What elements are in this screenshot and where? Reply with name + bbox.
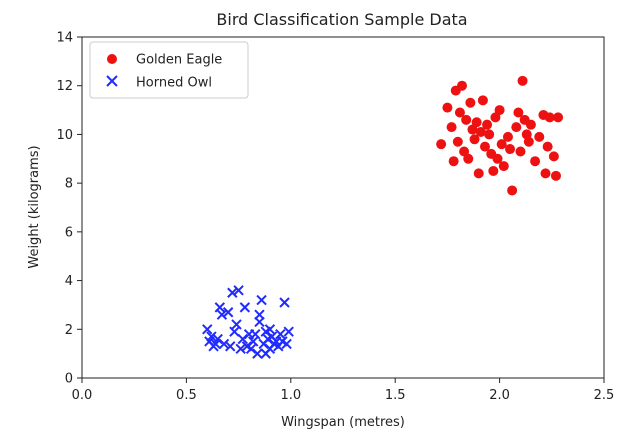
golden-eagle-point	[465, 97, 476, 108]
horned-owl-point	[283, 326, 294, 337]
y-tick-label: 2	[65, 323, 73, 338]
golden-eagle-point	[488, 165, 499, 176]
horned-owl-point	[281, 338, 292, 350]
horned-owl-point	[231, 319, 242, 330]
horned-owl-point	[275, 328, 286, 340]
y-tick-label: 12	[56, 79, 73, 94]
horned-owl-point	[202, 324, 213, 335]
golden-eagle-point	[477, 95, 488, 106]
golden-eagle-point	[507, 185, 518, 196]
golden-eagle-point	[454, 107, 465, 118]
golden-eagle-point	[492, 153, 503, 164]
y-tick-label: 14	[56, 31, 73, 46]
x-tick-label: 2.5	[594, 388, 615, 403]
horned-owl-point	[233, 285, 244, 296]
golden-eagle-point	[459, 146, 470, 157]
golden-eagle-point	[471, 117, 482, 128]
x-tick-label: 1.5	[385, 388, 406, 403]
x-axis-ticks: 0.0 0.5 1.0 1.5 2.0 2.5	[72, 378, 615, 403]
golden-eagle-point	[544, 112, 555, 123]
legend-box	[89, 41, 249, 99]
golden-eagle-point	[461, 114, 472, 125]
horned-owl-point	[229, 326, 240, 337]
golden-eagle-point	[511, 122, 522, 133]
golden-eagle-point	[479, 141, 490, 152]
golden-eagle-point	[498, 161, 509, 172]
golden-eagle-point	[502, 131, 513, 142]
horned-owl-point	[235, 343, 246, 354]
legend-golden-eagle-marker	[107, 54, 117, 64]
golden-eagle-point	[548, 151, 559, 162]
y-tick-label: 10	[56, 128, 73, 143]
x-axis-label: Wingspan (metres)	[281, 415, 405, 430]
horned-owl-point	[252, 348, 263, 359]
golden-eagle-point	[534, 131, 545, 142]
y-tick-label: 6	[65, 225, 73, 240]
golden-eagle-point	[482, 119, 493, 130]
golden-eagle-point	[494, 105, 505, 116]
horned-owl-point	[248, 336, 259, 347]
legend-golden-eagle-label: Golden Eagle	[136, 53, 222, 68]
horned-owl-point	[264, 324, 276, 335]
golden-eagle-point	[525, 119, 536, 130]
golden-eagle-point	[452, 136, 463, 147]
y-tick-label: 4	[65, 274, 73, 289]
golden-eagle-point	[469, 134, 480, 145]
horned-owl-point	[216, 309, 228, 320]
y-axis-ticks: 0 2 4 6 8 10 12 14	[56, 31, 82, 387]
horned-owl-point	[256, 294, 267, 306]
golden-eagle-point	[484, 129, 495, 140]
x-tick-label: 1.0	[280, 388, 301, 403]
horned-owl-point	[214, 302, 226, 313]
legend-horned-owl-marker	[106, 75, 118, 87]
golden-eagle-point	[553, 112, 564, 123]
golden-eagle-point	[542, 141, 553, 152]
plot-frame	[81, 36, 605, 379]
horned-owl-point	[218, 338, 230, 350]
golden-eagle-point	[463, 153, 474, 164]
plot-markers	[202, 75, 564, 359]
legend-horned-owl-label: Horned Owl	[136, 76, 212, 91]
golden-eagle-point	[530, 156, 541, 167]
chart-title: Bird Classification Sample Data	[216, 10, 467, 29]
y-tick-label: 0	[65, 372, 73, 387]
golden-eagle-point	[496, 139, 507, 150]
golden-eagle-point	[517, 75, 528, 86]
golden-eagle-point	[442, 102, 453, 113]
golden-eagle-point	[540, 168, 551, 179]
golden-eagle-point	[515, 146, 526, 157]
golden-eagle-point	[457, 80, 468, 91]
golden-eagle-point	[446, 122, 457, 133]
x-tick-label: 0.5	[176, 388, 197, 403]
horned-owl-point	[206, 331, 217, 342]
golden-eagle-point	[550, 170, 561, 181]
golden-eagle-point	[448, 156, 459, 167]
golden-eagle-point	[467, 124, 478, 135]
golden-eagle-point	[436, 139, 447, 150]
y-tick-label: 8	[65, 177, 73, 192]
y-axis-label: Weight (kilograms)	[27, 145, 42, 268]
horned-owl-point	[222, 307, 234, 318]
golden-eagle-point	[490, 112, 501, 123]
horned-owl-point	[260, 348, 271, 359]
horned-owl-point	[250, 328, 261, 340]
horned-owl-point	[225, 341, 236, 352]
x-tick-label: 0.0	[72, 388, 93, 403]
golden-eagle-point	[473, 168, 484, 179]
horned-owl-point	[279, 297, 290, 308]
legend: Golden Eagle Horned Owl	[89, 41, 249, 99]
horned-owl-point	[254, 316, 265, 328]
horned-owl-point	[239, 302, 251, 313]
horned-owl-point	[227, 287, 238, 298]
golden-eagle-point	[523, 136, 534, 147]
golden-eagle-point	[475, 126, 486, 137]
golden-eagle-point	[505, 144, 516, 155]
x-tick-label: 2.0	[489, 388, 510, 403]
golden-eagle-point	[513, 107, 524, 118]
